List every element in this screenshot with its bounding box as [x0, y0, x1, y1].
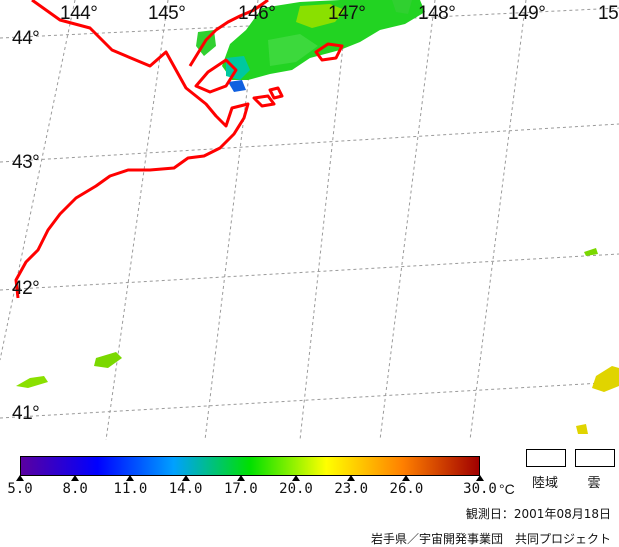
color-bar-tick-label: 5.0 — [7, 481, 33, 497]
sst-patch-south-2 — [16, 376, 48, 388]
sst-patch-east-green — [584, 248, 598, 256]
observation-date: 観測日：2001年08月18日 — [465, 507, 611, 521]
longitude-label-147: 147° — [328, 3, 366, 24]
color-bar-tick-label: 23.0 — [334, 481, 369, 497]
color-bar-tick-label: 14.0 — [168, 481, 203, 497]
latitude-line-42 — [0, 253, 619, 291]
longitude-label-150: 15 — [598, 3, 619, 24]
color-bar-tick-mark — [236, 475, 245, 481]
temperature-unit: °C — [499, 481, 515, 497]
latitude-label-41: 41° — [12, 403, 40, 424]
longitude-label-144: 144° — [60, 3, 98, 24]
color-bar-tick-label: 20.0 — [279, 481, 313, 497]
sst-patch-east-yellow-small — [576, 424, 588, 434]
project-credit: 岩手県／宇宙開発事業団 共同プロジェクト — [370, 532, 611, 546]
color-bar-tick-label: 8.0 — [62, 481, 88, 497]
color-bar-tick-label: 17.0 — [223, 481, 258, 497]
color-bar-tick-mark — [476, 475, 484, 481]
graticule — [0, 0, 619, 440]
latitude-line-44 — [0, 7, 619, 39]
coastline — [14, 0, 344, 299]
longitude-label-149: 149° — [508, 3, 546, 24]
longitude-line-149 — [469, 0, 527, 440]
longitude-line-148 — [379, 0, 436, 440]
hokkaido-coast — [14, 0, 250, 299]
island-shore-1 — [252, 94, 276, 108]
longitude-line-145 — [105, 0, 169, 440]
cloud-legend-swatch — [575, 449, 615, 467]
latitude-line-41 — [0, 381, 619, 419]
longitude-label-146: 146° — [238, 3, 276, 24]
longitude-line-144 — [0, 0, 76, 361]
sst-patch-green-east — [392, 0, 412, 14]
color-bar-tick-mark — [71, 475, 80, 481]
shikotan-island — [314, 42, 344, 62]
color-bar-tick-mark — [347, 475, 356, 481]
longitude-line-147 — [299, 0, 349, 440]
temperature-color-bar — [20, 456, 480, 476]
shiretoko-coast — [188, 0, 269, 67]
sst-patch-north-green2 — [268, 34, 318, 66]
sst-data-layer — [16, 0, 619, 434]
color-bar-tick-mark — [126, 475, 135, 481]
latitude-label-44: 44° — [12, 28, 40, 49]
color-bar-tick-label: 11.0 — [113, 481, 148, 497]
sst-patch-east-yellow — [592, 366, 619, 392]
sst-patch-south-1 — [94, 352, 122, 368]
latitude-line-43 — [0, 123, 619, 163]
color-bar-tick-mark — [292, 475, 300, 481]
sst-patch-north-yellowgreen — [296, 4, 345, 28]
kunashiri-island — [194, 58, 238, 94]
island-shore-2 — [268, 86, 284, 100]
color-bar-tick-mark — [181, 475, 190, 481]
land-legend-label: 陸域 — [531, 476, 559, 491]
color-bar-tick-label: 30.0 — [463, 481, 497, 497]
latitude-label-42: 42° — [12, 278, 40, 299]
sea-surface-temperature-map — [0, 0, 619, 440]
longitude-label-145: 145° — [148, 3, 186, 24]
sst-patch-blue — [228, 80, 246, 92]
longitude-label-148: 148° — [418, 3, 456, 24]
latitude-label-43: 43° — [12, 152, 40, 173]
land-legend-swatch — [526, 449, 566, 467]
color-bar-tick-label: 26.0 — [389, 481, 424, 497]
cloud-legend-label: 雲 — [587, 476, 601, 491]
color-bar-tick-mark — [402, 475, 411, 481]
color-bar-tick-mark — [16, 475, 24, 481]
